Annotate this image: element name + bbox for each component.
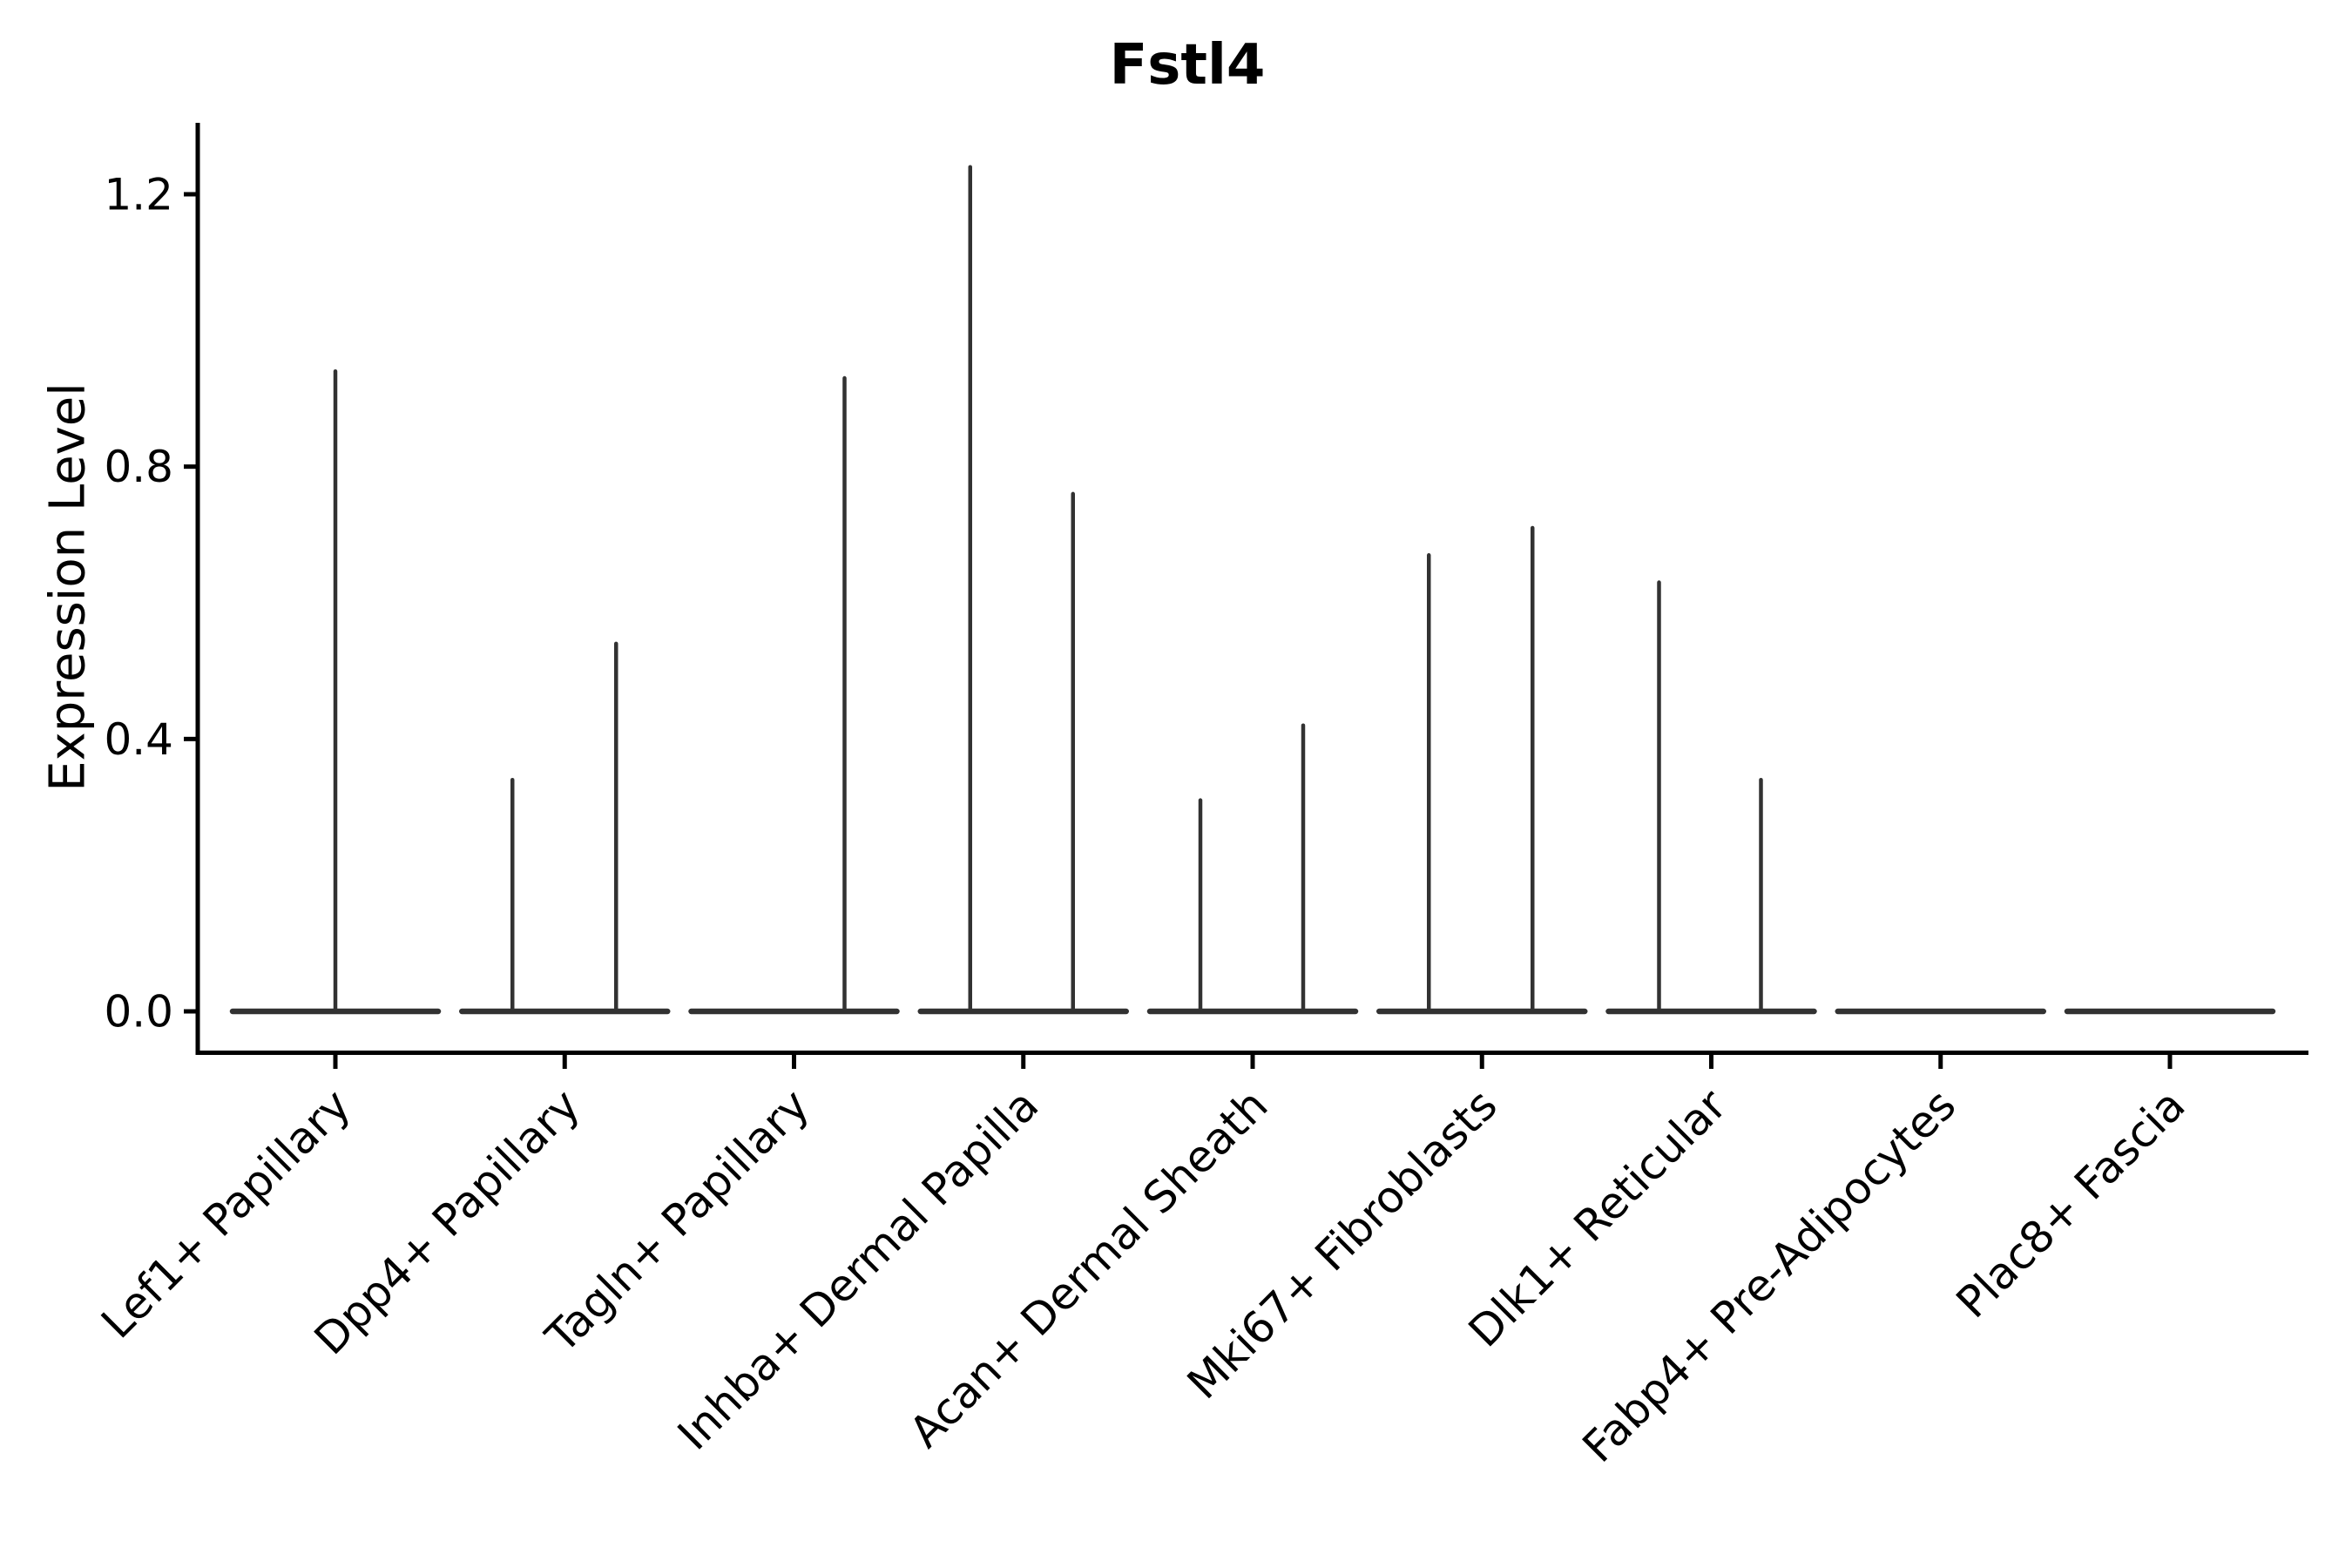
y-tick-label: 0.0: [104, 987, 173, 1037]
y-tick-label: 0.8: [104, 442, 173, 492]
y-tick-label: 1.2: [104, 169, 173, 220]
plot-title: Fstl4: [1109, 33, 1266, 98]
x-tick-label: Fabp4+ Pre-Adipocytes: [1573, 1079, 1966, 1472]
x-tick-label: Lef1+ Papillary: [91, 1079, 360, 1348]
x-tick-label: Plac8+ Fascia: [1947, 1079, 2195, 1328]
y-tick-label: 0.4: [104, 714, 173, 765]
